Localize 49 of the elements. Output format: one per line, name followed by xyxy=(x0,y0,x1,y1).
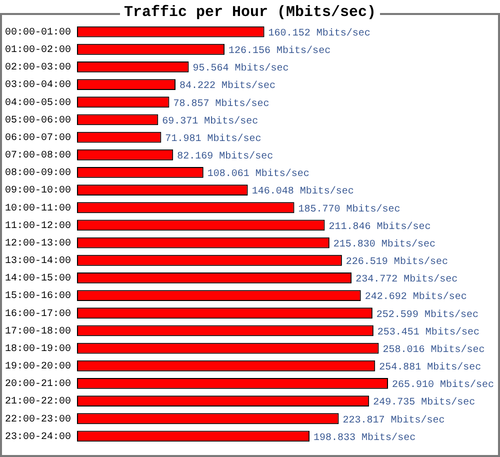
y-tick-label: 20:00-21:00 xyxy=(4,379,71,390)
y-tick-label: 10:00-11:00 xyxy=(4,203,71,214)
y-tick-label: 21:00-22:00 xyxy=(4,396,71,408)
y-tick-label: 18:00-19:00 xyxy=(4,344,71,355)
data-label: 95.564 Mbits/sec xyxy=(192,62,289,75)
data-label: 242.692 Mbits/sec xyxy=(364,291,467,304)
y-tick-label: 15:00-16:00 xyxy=(4,291,71,302)
y-tick-label: 12:00-13:00 xyxy=(4,238,71,250)
y-tick-label: 03:00-04:00 xyxy=(4,80,71,92)
data-label: 253.451 Mbits/sec xyxy=(377,326,480,338)
data-label: 211.846 Mbits/sec xyxy=(328,220,431,233)
y-tick-label: 09:00-10:00 xyxy=(4,186,71,197)
y-tick-label: 04:00-05:00 xyxy=(4,98,71,109)
data-label: 249.735 Mbits/sec xyxy=(373,396,476,409)
data-label: 78.857 Mbits/sec xyxy=(173,98,270,110)
y-tick-label: 22:00-23:00 xyxy=(4,414,71,426)
data-label: 84.222 Mbits/sec xyxy=(180,80,276,92)
data-label: 226.519 Mbits/sec xyxy=(346,256,448,268)
data-label: 185.770 Mbits/sec xyxy=(298,203,400,216)
y-tick-label: 02:00-03:00 xyxy=(4,62,71,74)
chart-title: Traffic per Hour (Mbits/sec) xyxy=(120,4,380,21)
data-label: 252.599 Mbits/sec xyxy=(376,308,478,321)
y-tick-label: 06:00-07:00 xyxy=(4,132,71,144)
data-label: 234.772 Mbits/sec xyxy=(356,274,458,286)
y-tick-label: 19:00-20:00 xyxy=(4,362,71,373)
y-tick-label: 16:00-17:00 xyxy=(4,308,71,320)
data-label: 254.881 Mbits/sec xyxy=(379,362,482,374)
data-label: 71.981 Mbits/sec xyxy=(165,132,262,145)
data-label: 126.156 Mbits/sec xyxy=(228,45,331,58)
data-label: 146.048 Mbits/sec xyxy=(252,186,354,198)
y-tick-label: 00:00-01:00 xyxy=(4,27,71,38)
data-label: 108.061 Mbits/sec xyxy=(207,168,310,180)
data-label: 160.152 Mbits/sec xyxy=(268,27,370,40)
y-tick-label: 17:00-18:00 xyxy=(4,326,71,338)
data-label: 265.910 Mbits/sec xyxy=(392,379,494,392)
y-tick-label: 01:00-02:00 xyxy=(4,45,71,56)
y-tick-label: 07:00-08:00 xyxy=(4,150,71,162)
data-label: 69.371 Mbits/sec xyxy=(162,115,258,128)
data-label: 215.830 Mbits/sec xyxy=(333,238,436,250)
data-label: 198.833 Mbits/sec xyxy=(314,432,416,444)
y-tick-label: 23:00-24:00 xyxy=(4,432,71,443)
y-tick-label: 14:00-15:00 xyxy=(4,274,71,285)
data-label: 82.169 Mbits/sec xyxy=(177,150,274,163)
y-tick-label: 11:00-12:00 xyxy=(4,220,71,232)
data-label: 223.817 Mbits/sec xyxy=(342,414,445,426)
data-label: 258.016 Mbits/sec xyxy=(382,344,485,356)
y-tick-label: 05:00-06:00 xyxy=(4,115,71,126)
y-tick-label: 08:00-09:00 xyxy=(4,168,71,180)
y-tick-label: 13:00-14:00 xyxy=(4,256,71,268)
